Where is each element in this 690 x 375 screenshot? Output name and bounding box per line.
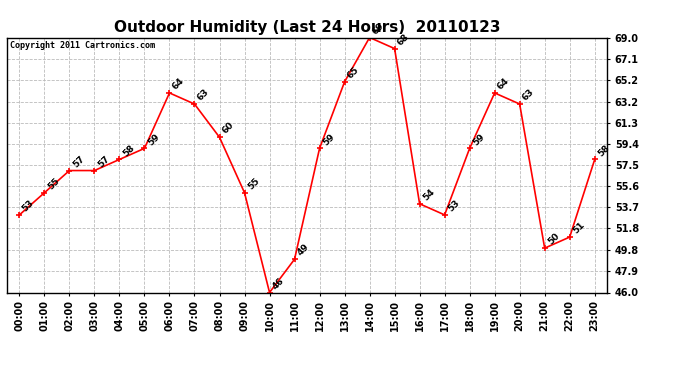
Text: 59: 59 xyxy=(146,132,161,147)
Text: 69: 69 xyxy=(371,21,386,36)
Text: 65: 65 xyxy=(346,65,361,81)
Text: 59: 59 xyxy=(471,132,486,147)
Text: 63: 63 xyxy=(196,87,211,103)
Text: 51: 51 xyxy=(571,220,586,236)
Text: 64: 64 xyxy=(171,76,186,92)
Text: 53: 53 xyxy=(446,198,461,213)
Text: 53: 53 xyxy=(21,198,36,213)
Text: 64: 64 xyxy=(496,76,511,92)
Text: 58: 58 xyxy=(596,143,611,158)
Text: 60: 60 xyxy=(221,121,236,136)
Text: 54: 54 xyxy=(421,187,436,202)
Text: 55: 55 xyxy=(46,176,61,191)
Text: 55: 55 xyxy=(246,176,261,191)
Text: 50: 50 xyxy=(546,232,561,247)
Text: 57: 57 xyxy=(71,154,86,169)
Text: 59: 59 xyxy=(321,132,336,147)
Text: 46: 46 xyxy=(271,276,286,291)
Text: Copyright 2011 Cartronics.com: Copyright 2011 Cartronics.com xyxy=(10,41,155,50)
Text: 49: 49 xyxy=(296,243,311,258)
Text: 57: 57 xyxy=(96,154,111,169)
Title: Outdoor Humidity (Last 24 Hours)  20110123: Outdoor Humidity (Last 24 Hours) 2011012… xyxy=(114,20,500,35)
Text: 63: 63 xyxy=(521,87,536,103)
Text: 58: 58 xyxy=(121,143,136,158)
Text: 68: 68 xyxy=(396,32,411,47)
